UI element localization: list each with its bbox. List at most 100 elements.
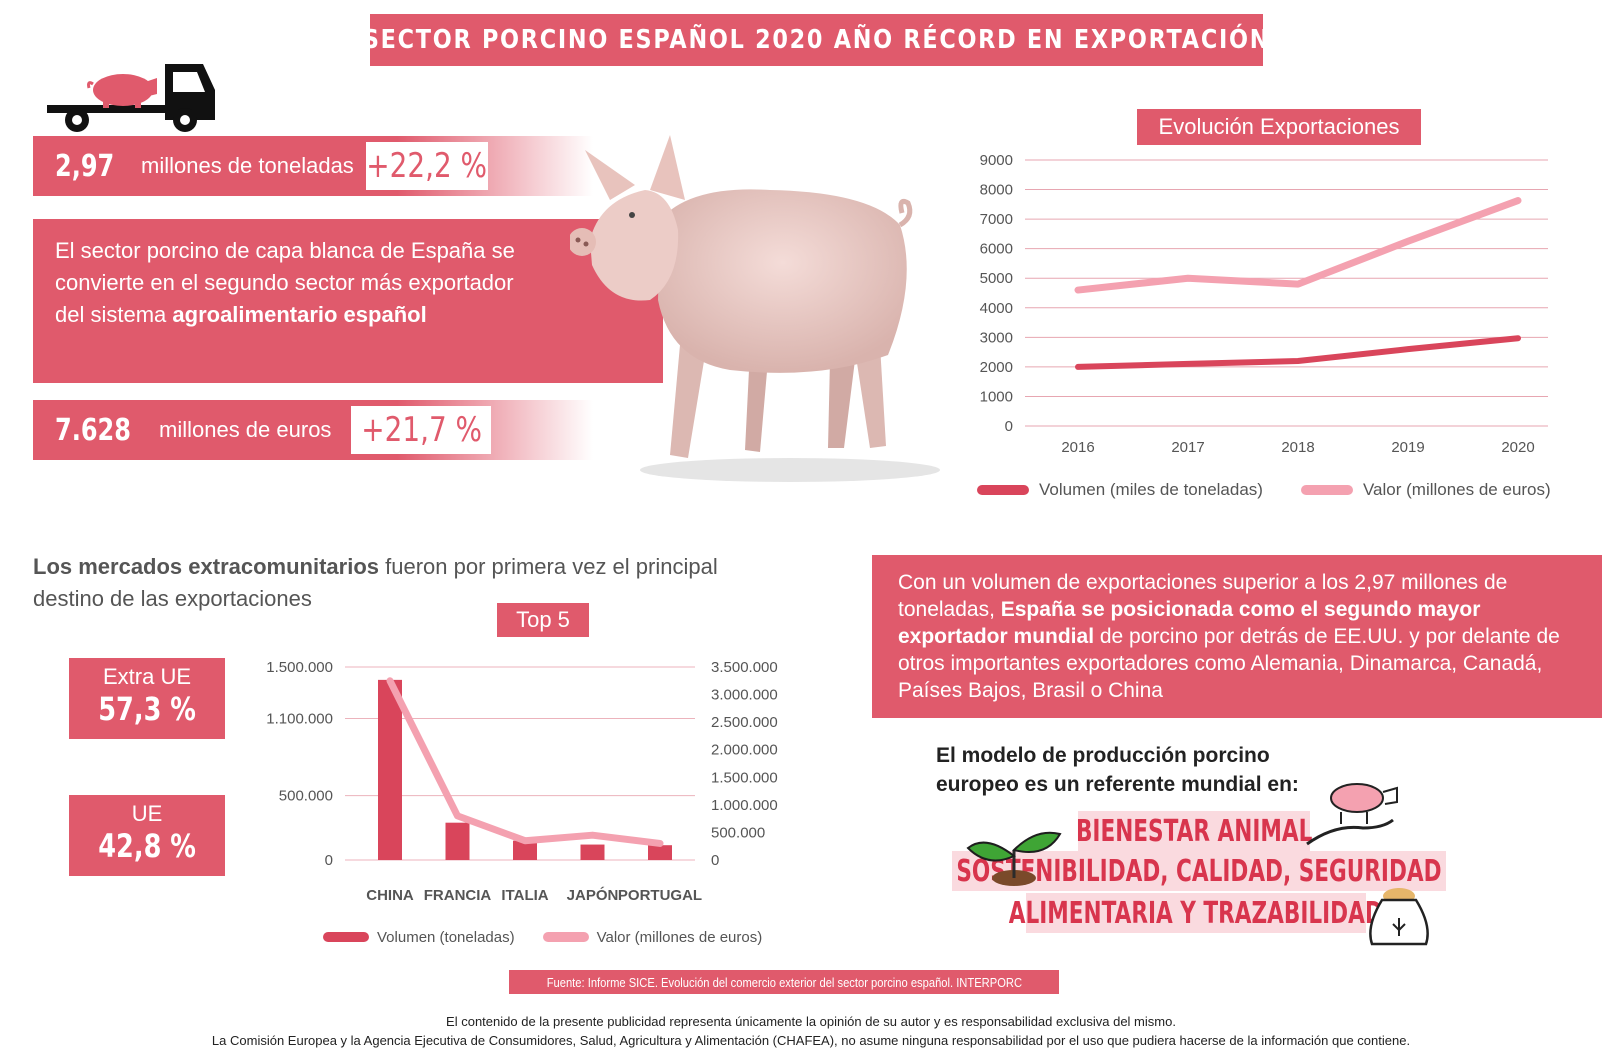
line-chart-ytick: 0 <box>1005 418 1013 435</box>
line-series-value <box>1074 197 1522 294</box>
sector-text-bold: agroalimentario español <box>172 302 427 327</box>
bar-volume <box>648 845 672 860</box>
line-chart-ytick: 7000 <box>980 211 1013 228</box>
line-chart-title: Evolución Exportaciones <box>1137 109 1421 145</box>
line-chart-legend: Volumen (miles de toneladas) Valor (mill… <box>977 478 1597 502</box>
bar-volume <box>580 844 605 860</box>
world-text-2: de porcino por detrás de EE.UU. y por de… <box>898 625 1560 702</box>
volume-unit: millones de toneladas <box>141 153 354 178</box>
bar-volume <box>513 840 537 860</box>
line-chart-xtick: 2017 <box>1171 439 1204 456</box>
line-series-volume <box>1075 335 1521 370</box>
page-title-text: SECTOR PORCINO ESPAÑOL 2020 AÑO RÉCORD E… <box>362 25 1271 55</box>
bar-chart-xtick: ITALIA <box>501 887 548 904</box>
bar-chart-ytick-right: 0 <box>711 852 719 869</box>
pig-photo <box>570 135 940 482</box>
tag-sustainability: SOSTENIBILIDAD, CALIDAD, SEGURIDAD <box>952 851 1446 891</box>
legend-volume-label: Volumen (miles de toneladas) <box>1039 480 1263 499</box>
tag-traceability: ALIMENTARIA Y TRAZABILIDAD <box>1009 893 1383 933</box>
bar-chart-title-text: Top 5 <box>516 607 570 632</box>
volume-change-text: +22,2 % <box>366 146 488 186</box>
value-change-badge: +21,7 % <box>351 406 492 454</box>
world-text-bold: España se posicionada como el segundo ma… <box>898 598 1481 648</box>
grain-sack-icon <box>1369 888 1429 946</box>
bar-chart: 0 500.000 1.100.000 1.500.000 0 500.000 1.000.… <box>266 659 778 904</box>
line-chart: 0 1000 2000 3000 4000 5000 6000 7000 8000 9000 201… <box>980 152 1548 456</box>
model-heading: El modelo de producción porcino europeo … <box>936 744 1299 796</box>
volume-change-badge: +22,2 % <box>365 142 488 190</box>
bar-chart-ytick-left: 1.500.000 <box>266 659 333 676</box>
extra-eu-box: Extra UE 57,3 % <box>69 658 225 739</box>
world-exporter-box: Con un volumen de exportaciones superior… <box>872 555 1602 718</box>
line-chart-ytick: 5000 <box>980 270 1013 287</box>
source-note: Fuente: Informe SICE. Evolución del come… <box>509 970 1059 994</box>
bar-chart-ytick-right: 2.500.000 <box>711 714 778 731</box>
line-chart-title-text: Evolución Exportaciones <box>1158 114 1400 139</box>
bar-chart-ytick-right: 1.000.000 <box>711 797 778 814</box>
bar-chart-ytick-right: 3.500.000 <box>711 659 778 676</box>
line-chart-ytick: 2000 <box>980 359 1013 376</box>
bar-chart-ytick-left: 500.000 <box>279 788 333 805</box>
bar-chart-legend: Volumen (toneladas) Valor (millones de e… <box>323 926 783 948</box>
legend-bar-volume-label: Volumen (toneladas) <box>377 928 515 946</box>
bar-chart-value-line <box>386 677 664 847</box>
bar-volume <box>378 679 402 860</box>
value-unit: millones de euros <box>159 417 332 442</box>
volume-number: 2,97 <box>55 148 115 184</box>
sector-text: El sector porcino de capa blanca de Espa… <box>55 238 515 327</box>
line-chart-xtick: 2020 <box>1501 439 1534 456</box>
value-change-text: +21,7 % <box>361 410 482 450</box>
volume-stat-band: 2,97 millones de toneladas +22,2 % <box>33 136 593 196</box>
markets-heading-rest: fueron por primera vez el principal dest… <box>33 554 718 611</box>
bar-chart-ytick-right: 3.000.000 <box>711 687 778 704</box>
line-chart-xtick: 2019 <box>1391 439 1424 456</box>
extra-eu-label: Extra UE <box>102 664 192 689</box>
eu-label: UE <box>131 801 163 826</box>
tag-traceability-text: ALIMENTARIA Y TRAZABILIDAD <box>1008 895 1384 931</box>
legend-value-swatch <box>1300 485 1353 495</box>
sector-description: El sector porcino de capa blanca de Espa… <box>33 219 663 383</box>
bar-chart-ytick-right: 2.000.000 <box>711 742 778 759</box>
extra-eu-value: 57,3 % <box>98 690 196 728</box>
legend-bar-volume-swatch <box>323 932 369 942</box>
line-chart-ytick: 6000 <box>980 241 1013 258</box>
line-chart-ytick: 3000 <box>980 329 1013 346</box>
legend-value-label: Valor (millones de euros) <box>1362 480 1551 499</box>
disclaimer-line-2: La Comisión Europea y la Agencia Ejecuti… <box>211 1033 1411 1048</box>
tag-animal-welfare: BIENESTAR ANIMAL <box>1075 811 1313 851</box>
legend-bar-value-swatch <box>542 932 589 942</box>
line-chart-xtick: 2016 <box>1061 439 1094 456</box>
source-text: Fuente: Informe SICE. Evolución del come… <box>546 974 1022 990</box>
sprout-icon <box>966 831 1062 886</box>
markets-heading-bold: Los mercados extracomunitarios <box>33 554 380 579</box>
bar-chart-xtick: CHINA <box>366 887 414 904</box>
bar-chart-xtick: JAPÓN <box>567 886 619 904</box>
markets-heading: Los mercados extracomunitarios fueron po… <box>33 551 793 615</box>
bar-chart-ytick-right: 500.000 <box>711 824 765 841</box>
legend-volume-swatch <box>977 485 1029 495</box>
hand-pig-icon <box>1306 783 1398 846</box>
line-chart-ytick: 9000 <box>980 152 1013 169</box>
tag-animal-welfare-text: BIENESTAR ANIMAL <box>1075 813 1313 849</box>
eu-value: 42,8 % <box>98 827 196 865</box>
bar-chart-title: Top 5 <box>497 603 589 637</box>
bar-chart-xtick: PORTUGAL <box>618 887 702 904</box>
truck-icon <box>47 64 215 132</box>
bar-chart-ytick-right: 1.500.000 <box>711 769 778 786</box>
bar-chart-ytick-left: 0 <box>325 852 333 869</box>
line-chart-ytick: 4000 <box>980 300 1013 317</box>
value-stat-band: 7.628 millones de euros +21,7 % <box>33 400 593 460</box>
legend-bar-value-label: Valor (millones de euros) <box>596 928 763 946</box>
line-chart-ytick: 1000 <box>980 388 1013 405</box>
world-text-1: Con un volumen de exportaciones superior… <box>898 571 1508 621</box>
value-number: 7.628 <box>55 412 131 448</box>
tag-sustainability-text: SOSTENIBILIDAD, CALIDAD, SEGURIDAD <box>956 853 1442 889</box>
eu-box: UE 42,8 % <box>69 795 225 876</box>
page-title: SECTOR PORCINO ESPAÑOL 2020 AÑO RÉCORD E… <box>363 14 1268 66</box>
bar-chart-ytick-left: 1.100.000 <box>266 710 333 727</box>
line-chart-ytick: 8000 <box>980 182 1013 199</box>
disclaimer-line-1: El contenido de la presente publicidad r… <box>446 1014 1176 1029</box>
bar-chart-xtick: FRANCIA <box>424 887 492 904</box>
line-chart-xtick: 2018 <box>1281 439 1314 456</box>
bar-volume <box>445 822 470 860</box>
